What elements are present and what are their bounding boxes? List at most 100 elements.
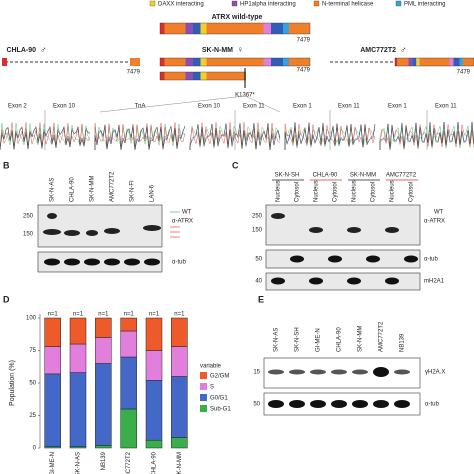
band xyxy=(289,400,305,408)
gene-title: ATRX wild-type xyxy=(212,14,263,21)
band xyxy=(385,277,399,285)
band xyxy=(394,400,410,408)
bar-segment xyxy=(120,408,137,449)
band xyxy=(310,369,326,375)
exon-label: Exon 1 xyxy=(388,104,407,110)
marker: 250 xyxy=(252,214,263,220)
band xyxy=(44,258,60,266)
legend-label: G0/G1 xyxy=(210,396,228,402)
sample-sex: ♀ xyxy=(237,44,244,54)
gene-domain xyxy=(164,58,186,66)
group-label: SK-N-MM xyxy=(350,173,376,179)
lane-label: AMC772T2 xyxy=(379,321,385,352)
y-tick-label: 50 xyxy=(29,381,36,387)
gene-domain xyxy=(283,23,289,34)
lane-label: GI-ME-N xyxy=(316,328,322,352)
legend-swatch xyxy=(395,0,402,7)
y-tick-label: 100 xyxy=(26,316,37,322)
bar-segment xyxy=(145,439,163,449)
lane-label: SK-N-MM xyxy=(358,326,364,352)
panel-label: C xyxy=(232,160,239,170)
blot xyxy=(263,357,421,389)
arrow-label: WT xyxy=(434,210,444,216)
band xyxy=(331,369,347,375)
blot xyxy=(265,272,421,291)
lane-label: AMC772T2 xyxy=(110,171,116,202)
band xyxy=(84,258,100,266)
band xyxy=(104,258,120,266)
bar-label: n=1 xyxy=(98,312,109,318)
gene-domain xyxy=(408,58,413,66)
exon-label: Exon 11 xyxy=(338,104,360,110)
band xyxy=(268,400,284,408)
bar-segment xyxy=(44,346,61,375)
gene-domain xyxy=(206,72,246,80)
legend-label: DAXX interacting xyxy=(158,2,204,8)
fraction-label: Nucleus xyxy=(390,180,396,202)
bar-segment xyxy=(95,337,112,364)
antibody: α-tub xyxy=(172,260,186,266)
sample-sex: ♂ xyxy=(400,44,407,54)
chromatogram-trace xyxy=(379,124,474,150)
lane-label: SK-N-FI xyxy=(130,180,136,202)
mutation-label: K1367* xyxy=(235,93,255,99)
sample-length: 7479 xyxy=(127,70,141,76)
antibody: α-tub xyxy=(424,257,438,263)
chromatogram-trace xyxy=(284,123,376,150)
gene-domain xyxy=(164,23,186,34)
x-tick-label: SK-N-AS xyxy=(76,452,82,474)
gene-domain xyxy=(130,58,140,66)
sample-name: SK-N-MM xyxy=(202,47,233,54)
bar-segment xyxy=(95,317,112,338)
lane-label: LAN-6 xyxy=(150,184,156,202)
exon-label: Exon 10 xyxy=(198,104,221,110)
blot xyxy=(37,204,163,248)
lane-label: SK-N-SH xyxy=(295,327,301,352)
gene-domain xyxy=(193,72,201,80)
y-tick-label: 75 xyxy=(29,348,36,354)
bar-label: n=1 xyxy=(73,312,84,318)
bar-label: n=1 xyxy=(124,312,135,318)
fraction-label: Nucleus xyxy=(352,180,358,202)
chromatogram-trace xyxy=(379,121,474,150)
band xyxy=(144,258,160,266)
band xyxy=(328,255,342,263)
y-tick-label: 0 xyxy=(33,446,37,452)
band xyxy=(404,255,418,263)
band xyxy=(47,213,57,219)
band xyxy=(347,227,361,233)
y-axis-label: Population (%) xyxy=(9,360,16,406)
legend-swatch xyxy=(200,405,207,412)
sample-name: AMC772T2 xyxy=(360,47,396,54)
band xyxy=(373,367,389,377)
antibody: α-ATRX xyxy=(424,219,445,225)
gene-domain xyxy=(271,23,283,34)
gene-domain xyxy=(271,58,283,66)
antibody: α-tub xyxy=(425,402,439,408)
gene-domain xyxy=(185,72,193,80)
gene-domain xyxy=(206,58,264,66)
gene-domain xyxy=(412,58,417,66)
gene-domain xyxy=(160,23,165,34)
bar-segment xyxy=(95,445,112,449)
blot xyxy=(265,204,421,246)
legend-label: Sub-G1 xyxy=(210,407,231,413)
x-tick-label: SK-N-MM xyxy=(177,452,183,474)
band xyxy=(347,277,361,285)
band xyxy=(124,258,140,266)
band xyxy=(289,369,305,375)
band xyxy=(290,255,304,263)
lane-label: SK-N-MM xyxy=(90,176,96,202)
gene-domain xyxy=(453,58,460,66)
group-label: AMC772T2 xyxy=(386,173,417,179)
gene-domain xyxy=(200,58,207,66)
bar-label: n=1 xyxy=(174,312,185,318)
bar-segment xyxy=(95,363,112,446)
exon-label: Exon 10 xyxy=(53,104,76,110)
band xyxy=(271,213,285,219)
band xyxy=(331,400,347,408)
bar-label: n=1 xyxy=(48,312,59,318)
zoom-line xyxy=(244,95,281,113)
panel-label: E xyxy=(258,294,264,304)
